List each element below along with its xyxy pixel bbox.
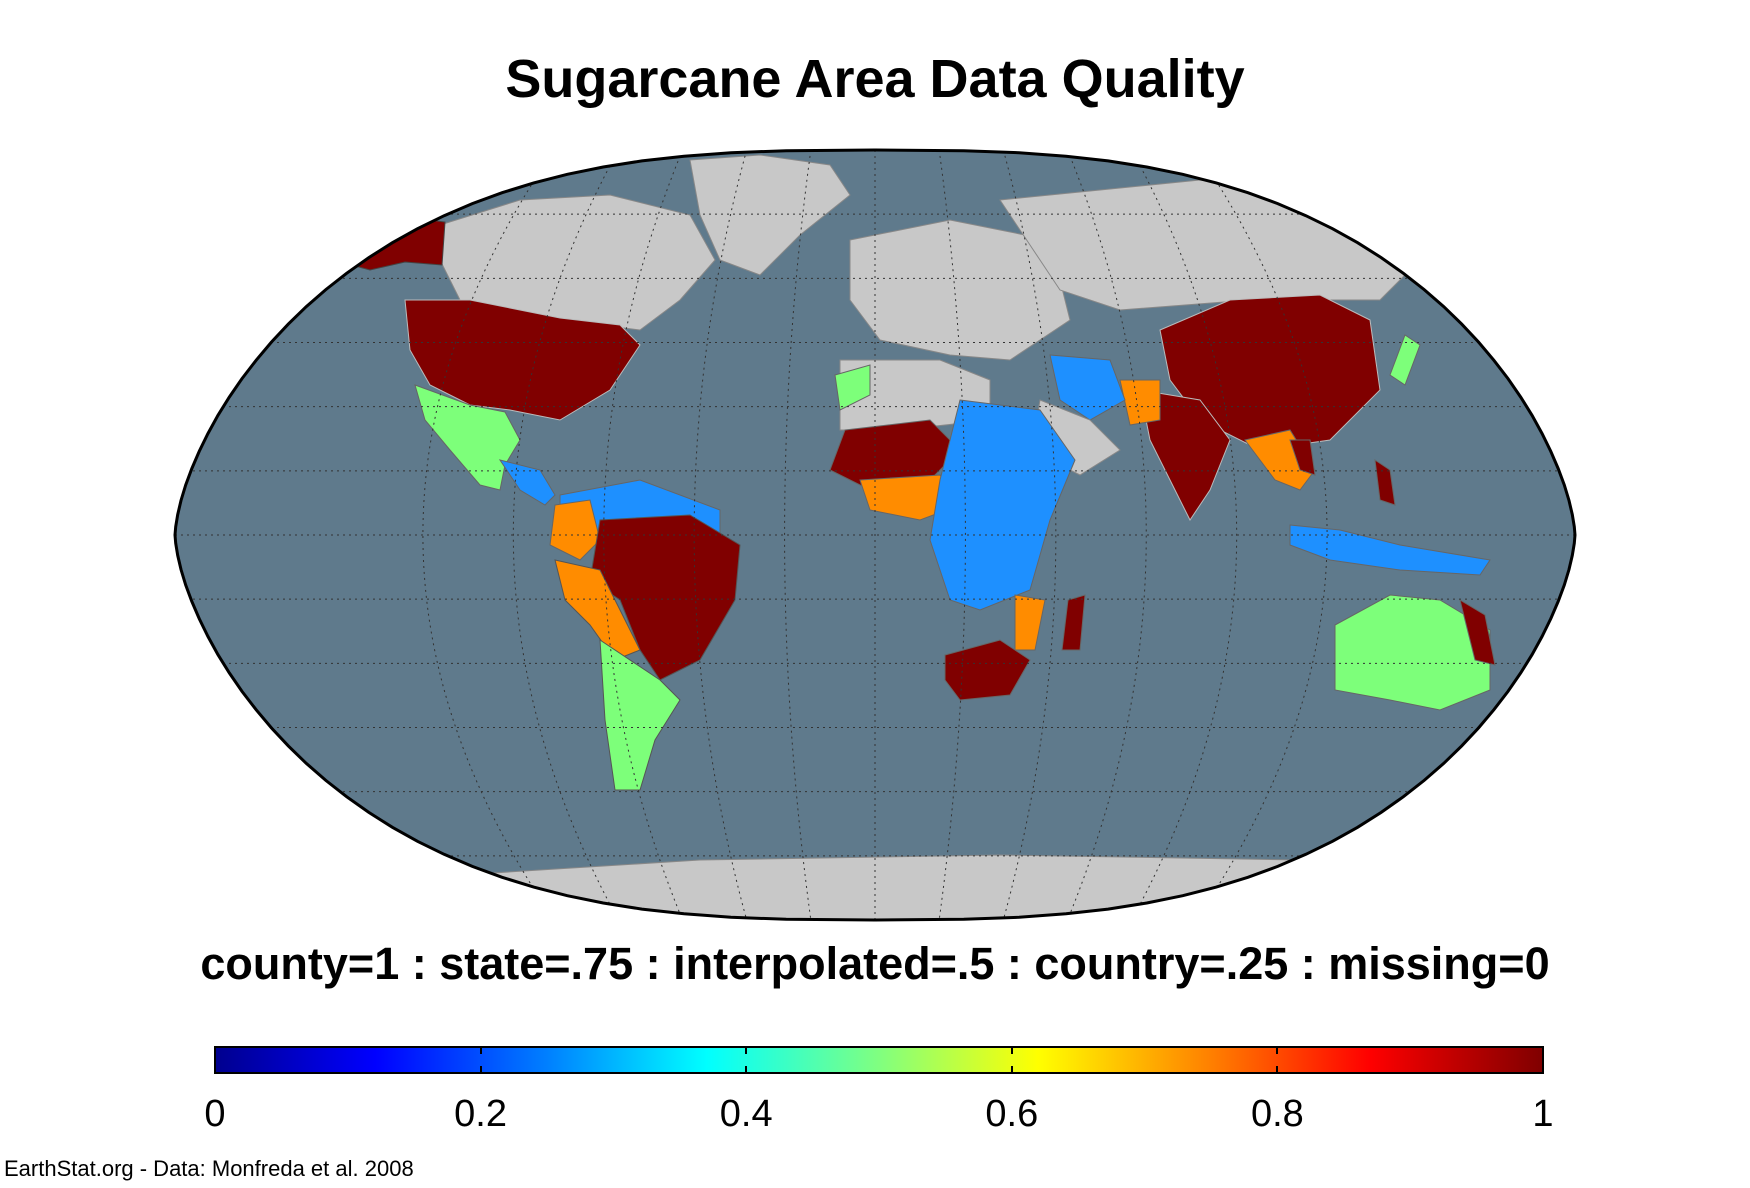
region-europe xyxy=(849,219,1071,361)
colorbar-tick xyxy=(1276,1046,1279,1054)
legend-caption: county=1 : state=.75 : interpolated=.5 :… xyxy=(200,938,1550,989)
meridian-line xyxy=(784,150,812,920)
colorbar-tick xyxy=(1542,1066,1544,1074)
region-greenland xyxy=(689,154,851,276)
colorbar-tick xyxy=(479,1066,482,1074)
colorbar-tick xyxy=(479,1046,482,1054)
region-mexico xyxy=(414,384,521,491)
colorbar-tick xyxy=(214,1066,216,1074)
colorbar-tick-label: 0.8 xyxy=(1250,1093,1304,1135)
colorbar-tick xyxy=(1010,1066,1013,1074)
meridian-line xyxy=(512,150,619,920)
colorbar-tick-label: 0.6 xyxy=(985,1093,1039,1135)
region-vietnam xyxy=(1289,439,1316,476)
region-pakistan xyxy=(1119,379,1161,426)
region-japan xyxy=(1389,334,1421,386)
region-new-zealand xyxy=(1534,698,1561,751)
region-india xyxy=(1139,389,1231,521)
region-mozambique xyxy=(1014,594,1046,651)
colorbar xyxy=(214,1046,1544,1074)
meridian-line xyxy=(938,150,966,920)
meridian-line xyxy=(1131,150,1238,920)
colorbar-tick-label: 1 xyxy=(1532,1093,1554,1135)
colorbar-tick xyxy=(1010,1046,1013,1054)
chart-title: Sugarcane Area Data Quality xyxy=(505,49,1245,109)
graticule xyxy=(175,150,1575,920)
region-indonesia xyxy=(1289,524,1491,576)
colorbar-tick-label: 0 xyxy=(204,1093,226,1135)
credit-text: EarthStat.org - Data: Monfreda et al. 20… xyxy=(4,1156,414,1181)
region-central-america xyxy=(498,459,556,506)
region-madagascar xyxy=(1061,594,1086,651)
region-queensland xyxy=(1459,598,1496,666)
map-frame xyxy=(173,148,1577,922)
colorbar-tick-label: 0.2 xyxy=(454,1093,507,1135)
meridian-line xyxy=(1067,150,1147,920)
colorbar-tick xyxy=(1542,1046,1544,1054)
region-philippines xyxy=(1374,458,1396,506)
meridian-line xyxy=(422,150,555,920)
meridian-line xyxy=(1195,150,1328,920)
region-russia xyxy=(999,179,1431,311)
region-east-africa xyxy=(929,399,1076,611)
region-morocco xyxy=(834,364,871,411)
meridian-line xyxy=(603,150,683,920)
region-peru-bolivia xyxy=(554,559,641,661)
region-australia xyxy=(1334,594,1491,711)
region-canada xyxy=(439,194,716,331)
region-usa xyxy=(404,299,641,421)
colorbar-tick xyxy=(745,1046,748,1054)
region-middle-east xyxy=(1049,354,1126,421)
colorbar-tick xyxy=(745,1066,748,1074)
colorbar-tick xyxy=(1276,1066,1279,1074)
colorbar-tick xyxy=(214,1046,216,1054)
colorbar-tick-label: 0.4 xyxy=(719,1093,773,1135)
region-south-africa xyxy=(944,639,1031,701)
region-colombia xyxy=(549,499,601,561)
region-argentina-chile xyxy=(599,639,681,791)
